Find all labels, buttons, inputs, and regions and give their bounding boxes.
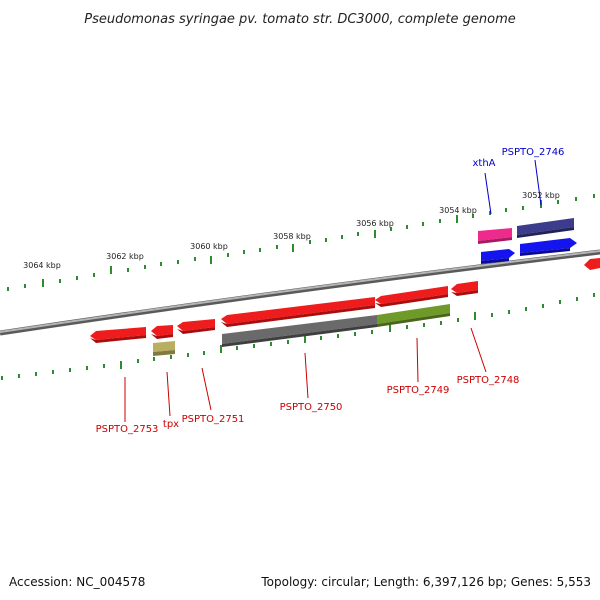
feature-blue-right[interactable] (520, 238, 577, 256)
gene-right-edge[interactable] (584, 258, 600, 270)
scale-label-3056: 3056 kbp (356, 219, 394, 228)
feature-PSPTO_2750-grey[interactable] (222, 315, 377, 347)
scale-label-3054: 3054 kbp (439, 206, 477, 215)
reverse-tick-track (1, 293, 595, 380)
scale-label-3064: 3064 kbp (23, 261, 61, 270)
gene-tpx[interactable] (151, 325, 173, 339)
accession-text: Accession: NC_004578 (9, 575, 146, 589)
feature-blue-left[interactable] (481, 249, 515, 264)
gene-PSPTO_2750[interactable] (221, 297, 375, 327)
label-leaders-blue (484, 159, 542, 215)
scale-label-3060: 3060 kbp (190, 242, 228, 251)
feature-tpx-rna[interactable] (153, 341, 175, 356)
genome-backbone (0, 249, 600, 336)
feature-PSPTO_2749-olive[interactable] (377, 304, 450, 327)
gene-PSPTO_2749[interactable] (375, 286, 448, 307)
genome-summary-text: Topology: circular; Length: 6,397,126 bp… (261, 575, 591, 589)
forward-tick-track (7, 194, 595, 291)
scale-label-3058: 3058 kbp (273, 232, 311, 241)
gene-PSPTO_2746[interactable] (517, 218, 574, 238)
label-leaders-red (124, 327, 487, 422)
scale-label-3052: 3052 kbp (522, 191, 560, 200)
label-tpx: tpx (163, 419, 179, 430)
label-PSPTO_2748: PSPTO_2748 (457, 375, 520, 386)
label-PSPTO_2753: PSPTO_2753 (96, 424, 159, 435)
scale-label-3062: 3062 kbp (106, 252, 144, 261)
gene-PSPTO_2748[interactable] (451, 281, 478, 296)
label-PSPTO_2746: PSPTO_2746 (502, 147, 565, 158)
genome-title: Pseudomonas syringae pv. tomato str. DC3… (84, 12, 516, 27)
label-PSPTO_2751: PSPTO_2751 (182, 414, 245, 425)
gene-PSPTO_2753[interactable] (90, 327, 146, 343)
gene-PSPTO_2751[interactable] (177, 319, 215, 334)
label-PSPTO_2749: PSPTO_2749 (387, 385, 450, 396)
label-xthA: xthA (472, 158, 495, 169)
gene-xthA[interactable] (478, 228, 512, 244)
label-PSPTO_2750: PSPTO_2750 (280, 402, 343, 413)
